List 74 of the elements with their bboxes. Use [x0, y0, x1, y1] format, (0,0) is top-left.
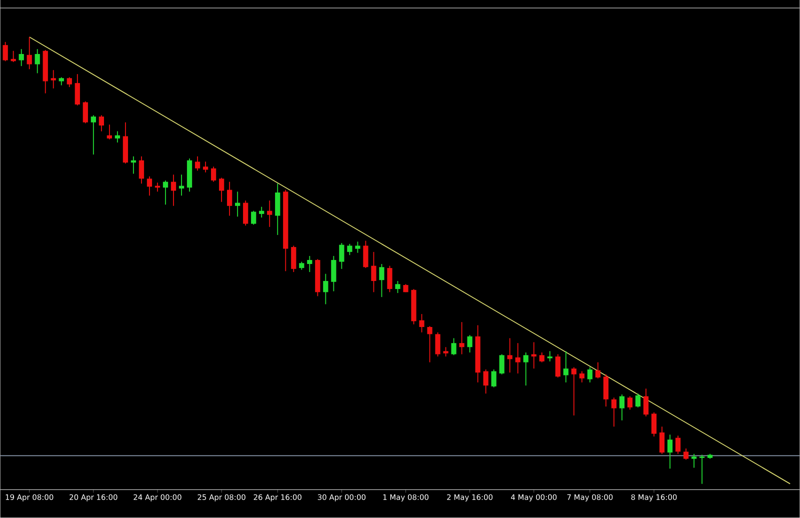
candlestick: [459, 322, 464, 355]
candlestick: [307, 256, 312, 273]
candlestick: [371, 252, 376, 293]
candlestick: [34, 48, 40, 74]
candlestick: [675, 435, 681, 455]
candlestick: [387, 266, 392, 293]
candlestick: [443, 346, 448, 358]
candlestick: [699, 454, 705, 484]
candlestick: [379, 264, 384, 298]
candlestick: [114, 131, 120, 144]
candlestick: [563, 350, 568, 384]
candlestick: [467, 334, 472, 354]
candlestick: [74, 74, 80, 106]
candlestick: [355, 241, 360, 254]
candlestick: [395, 280, 400, 294]
candlestick: [363, 240, 368, 269]
candlestick: [587, 366, 592, 384]
candlestick: [419, 314, 424, 333]
candlestick: [483, 369, 488, 394]
candlestick: [651, 412, 657, 438]
candlestick: [619, 394, 624, 422]
candlestick: [635, 393, 641, 408]
candlestick: [2, 42, 8, 62]
candlestick: [251, 210, 256, 226]
candlestick: [26, 36, 32, 70]
candlestick: [507, 338, 512, 374]
candlestick: [683, 448, 689, 460]
candlestick: [66, 76, 72, 88]
candlestick: [90, 114, 96, 156]
candlestick: [106, 124, 112, 140]
candlestick: [98, 114, 104, 132]
candlestick: [82, 101, 88, 124]
candlestick: [435, 332, 440, 358]
candlestick: [691, 454, 697, 468]
candlestick: [267, 200, 272, 228]
candlestick: [451, 338, 456, 356]
candlestick: [18, 48, 24, 67]
candlestick: [515, 342, 520, 374]
candlestick: [595, 362, 600, 380]
candlestick: [194, 156, 200, 172]
candlestick: [667, 434, 673, 470]
candlestick: [659, 426, 665, 455]
candlestick: [571, 366, 576, 416]
candlestick: [323, 274, 328, 305]
candlestick: [499, 354, 504, 375]
candlestick: [275, 183, 280, 236]
candlestick: [50, 70, 56, 90]
candlestick: [331, 256, 336, 292]
candlestick: [227, 182, 232, 216]
candlestick: [146, 176, 152, 196]
candlestick: [339, 242, 344, 270]
candlestick: [178, 174, 184, 196]
candlestick: [170, 174, 176, 207]
candlestick: [523, 352, 528, 386]
candlestick: [547, 350, 552, 362]
candlestick: [210, 166, 216, 182]
candlestick: [427, 326, 432, 363]
candlestick: [627, 396, 633, 410]
candlestick: [202, 161, 208, 174]
candlestick: [347, 244, 352, 256]
candlestick: [218, 178, 224, 203]
candlestick: [491, 369, 496, 388]
candlestick: [539, 352, 544, 363]
candlestick: [243, 200, 248, 226]
candlestick: [611, 397, 616, 428]
candlestick: [291, 245, 296, 273]
candlestick: [162, 180, 168, 206]
candlestick: [555, 354, 560, 378]
candlestick: [138, 156, 144, 184]
candlestick: [259, 206, 264, 218]
candlestick: [235, 191, 240, 218]
candlestick: [603, 374, 608, 408]
candlestick: [579, 370, 584, 384]
candlestick: [643, 388, 649, 417]
